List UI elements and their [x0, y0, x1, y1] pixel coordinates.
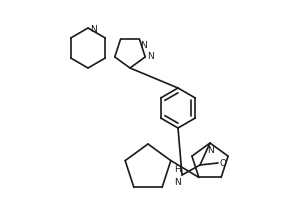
Text: N: N [147, 52, 154, 61]
Text: N: N [174, 178, 181, 187]
Text: N: N [90, 24, 97, 33]
Text: N: N [140, 41, 147, 50]
Text: O: O [219, 158, 226, 168]
Text: N: N [207, 146, 213, 155]
Text: H: H [174, 165, 181, 174]
